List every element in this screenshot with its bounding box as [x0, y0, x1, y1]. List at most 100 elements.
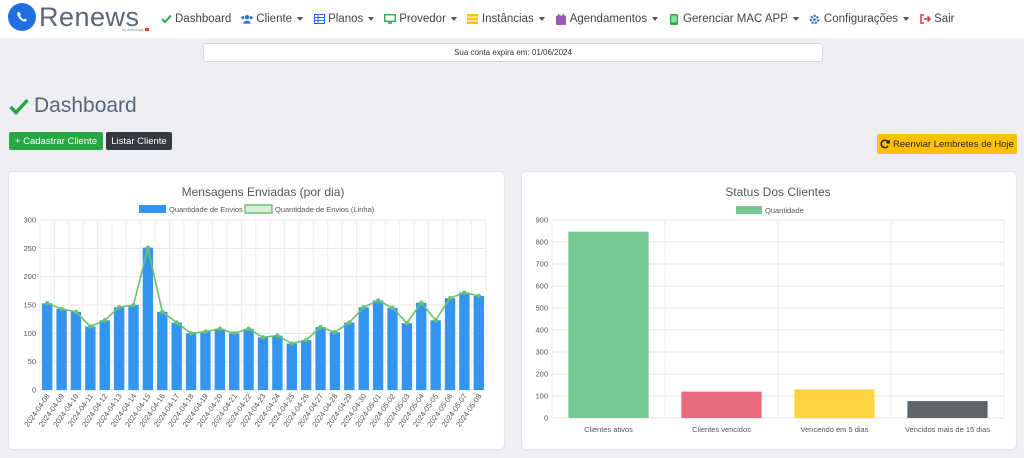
line-point: [102, 318, 107, 323]
legend-swatch-line: [244, 204, 273, 214]
line-point: [44, 301, 50, 306]
y-tick-label: 400: [535, 326, 548, 335]
messages-chart: Mensagens Enviadas (por dia) Quantidade d…: [22, 185, 487, 429]
refresh-icon: [880, 139, 891, 149]
y-tick-label: 200: [535, 370, 548, 379]
bar-mark: [185, 333, 197, 390]
line-point: [361, 305, 366, 310]
list-client-button[interactable]: Listar Cliente: [106, 132, 172, 150]
bar-mark: [681, 391, 762, 418]
add-client-button[interactable]: + Cadastrar Cliente: [9, 132, 103, 150]
bar-mark: [459, 292, 470, 390]
chevron-down-icon: [368, 17, 375, 21]
bar-mark: [329, 332, 341, 390]
table-icon: [313, 14, 325, 25]
line-point: [447, 296, 453, 301]
y-tick-label: 150: [23, 301, 36, 310]
line-point: [390, 305, 395, 311]
check-icon: [9, 98, 29, 115]
line-point: [260, 335, 266, 340]
bar-mark: [444, 298, 456, 390]
messages-chart-card: Mensagens Enviadas (por dia) Quantidade d…: [9, 172, 504, 449]
line-point: [289, 341, 294, 346]
line-point: [332, 330, 338, 335]
nav-configuracoes[interactable]: Configurações: [809, 13, 910, 25]
brand-name: Renews: [39, 2, 140, 32]
nav-provedor[interactable]: Provedor: [384, 13, 457, 25]
bar-mark: [794, 389, 875, 418]
nav-label: Cliente: [256, 13, 293, 25]
line-point: [318, 324, 323, 330]
brand-logo[interactable]: Renews: [8, 3, 140, 31]
chevron-down-icon: [903, 17, 910, 21]
resend-reminders-button[interactable]: Reenviar Lembretes de Hoje: [877, 134, 1017, 154]
bar-mark: [315, 327, 326, 390]
chart-title: Status Dos Clientes: [725, 185, 830, 199]
legend-label-line: Quantidade de Envios (Linha): [275, 205, 375, 214]
bar-mark: [243, 328, 254, 390]
y-tick-label: 200: [23, 272, 36, 281]
y-tick-label: 50: [28, 357, 36, 366]
bar-mark: [300, 340, 312, 390]
y-tick-label: 250: [23, 244, 36, 253]
line-point: [59, 306, 64, 312]
legend-label-bars: Quantidade de Envios: [169, 205, 243, 214]
users-icon: [241, 14, 253, 25]
legend-swatch-bars: [139, 205, 166, 213]
legend-label: Quantidade: [765, 206, 804, 215]
bar-mark: [200, 331, 211, 390]
cog-icon: [809, 14, 821, 25]
line-point: [88, 324, 93, 329]
y-tick-label: 100: [23, 329, 36, 338]
line-point: [433, 318, 438, 323]
bar-mark: [56, 308, 67, 390]
y-tick-label: 500: [535, 304, 548, 313]
bar-mark: [387, 307, 398, 390]
nav-sair[interactable]: Sair: [919, 13, 955, 25]
bar-mark: [401, 323, 413, 390]
chevron-down-icon: [652, 17, 659, 21]
y-tick-label: 600: [535, 282, 548, 291]
chevron-down-icon: [792, 17, 799, 21]
bar-mark: [214, 328, 226, 390]
nav-agendamentos[interactable]: Agendamentos: [555, 13, 659, 25]
line-point: [145, 245, 151, 250]
nav-label: Configurações: [823, 13, 899, 25]
nav-label: Provedor: [399, 13, 446, 25]
y-tick-label: 800: [535, 238, 548, 247]
whatsapp-icon: [8, 3, 36, 31]
resend-reminders-label: Reenviar Lembretes de Hoje: [893, 138, 1014, 150]
nav-cliente[interactable]: Cliente: [241, 13, 304, 25]
bar-mark: [99, 320, 110, 390]
client-status-chart-card: Status Dos Clientes Quantidade 0 100 200 300 4…: [522, 172, 1016, 449]
nav-label: Sair: [934, 13, 955, 25]
bar-mark: [907, 401, 988, 418]
x-tick-label: Vencendo em 5 dias: [801, 425, 869, 434]
bar-mark: [257, 337, 269, 390]
line-point: [347, 320, 352, 325]
bar-mark: [42, 303, 53, 390]
nav-planos[interactable]: Planos: [313, 13, 375, 25]
line-point: [232, 331, 237, 336]
nav-gerenciar-mac[interactable]: Gerenciar MAC APP: [668, 13, 799, 25]
line-point: [246, 326, 251, 331]
x-tick-label: Clientes ativos: [584, 425, 633, 434]
bar-mark: [171, 322, 182, 390]
line-point: [160, 309, 165, 314]
main-nav: Dashboard Cliente Planos Provedor Instân…: [160, 0, 965, 38]
chevron-down-icon: [538, 17, 545, 21]
x-tick-label: Vencidos mais de 15 dias: [905, 425, 990, 434]
nav-dashboard[interactable]: Dashboard: [160, 13, 231, 25]
line-point: [188, 331, 194, 336]
bar-mark: [157, 311, 168, 390]
account-expiry-notice: Sua conta expira em: 01/06/2024: [203, 43, 823, 62]
page-title: Dashboard: [9, 94, 137, 118]
line-point: [375, 298, 381, 303]
nav-label: Planos: [328, 13, 364, 25]
chart-title: Mensagens Enviadas (por dia): [182, 185, 345, 199]
line-point: [73, 309, 79, 314]
mobile-icon: [668, 13, 680, 25]
nav-instancias[interactable]: Instâncias: [467, 13, 545, 25]
check-icon: [160, 14, 172, 25]
bar-mark: [286, 343, 297, 390]
